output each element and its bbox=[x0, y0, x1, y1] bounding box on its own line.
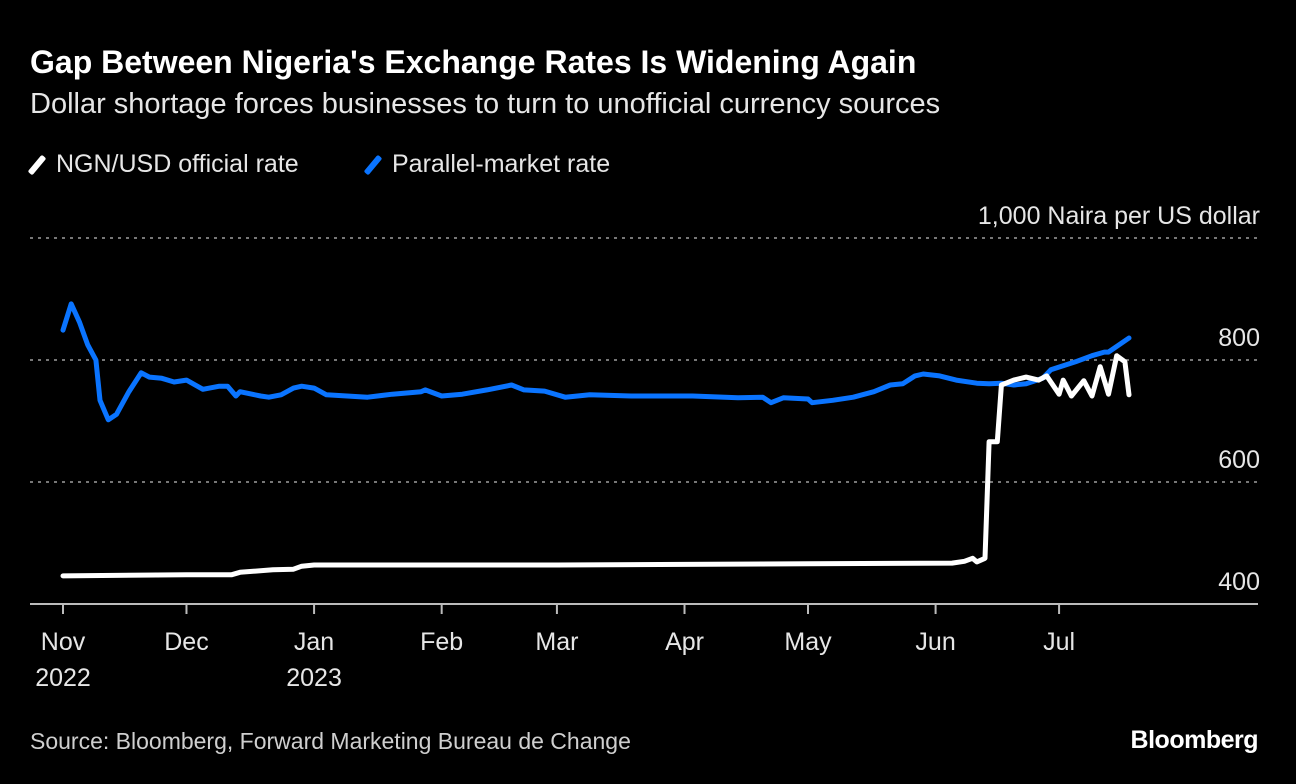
series-line-parallel-market-rate bbox=[60, 301, 1132, 423]
legend-label-parallel: Parallel-market rate bbox=[392, 150, 611, 178]
x-tick-label: May bbox=[784, 628, 832, 656]
bloomberg-logo: Bloomberg bbox=[1130, 726, 1259, 754]
source-note: Source: Bloomberg, Forward Marketing Bur… bbox=[30, 728, 631, 754]
y-tick-label: 1,000 Naira per US dollar bbox=[978, 202, 1260, 230]
x-tick-sublabel: 2022 bbox=[35, 664, 91, 692]
series-line-ngn-usd-official-rate bbox=[60, 353, 1132, 579]
chart-title: Gap Between Nigeria's Exchange Rates Is … bbox=[30, 44, 917, 80]
x-tick-label: Dec bbox=[164, 628, 208, 656]
legend-item-official: NGN/USD official rate bbox=[27, 150, 299, 179]
x-tick-label: Nov bbox=[41, 628, 86, 656]
x-tick-sublabel: 2023 bbox=[286, 664, 342, 692]
x-tick-label: Jul bbox=[1043, 628, 1075, 656]
y-tick-label: 600 bbox=[1218, 446, 1260, 474]
chart-subtitle: Dollar shortage forces businesses to tur… bbox=[30, 88, 941, 120]
y-tick-label: 400 bbox=[1218, 568, 1260, 596]
x-tick-label: Mar bbox=[535, 628, 578, 656]
x-tick-label: Jun bbox=[915, 628, 955, 656]
x-tick-label: Feb bbox=[420, 628, 463, 656]
x-tick-label: Jan bbox=[294, 628, 334, 656]
legend-label-official: NGN/USD official rate bbox=[56, 150, 299, 178]
x-tick-label: Apr bbox=[665, 628, 704, 656]
legend-item-parallel: Parallel-market rate bbox=[363, 150, 611, 179]
y-tick-label: 800 bbox=[1218, 324, 1260, 352]
